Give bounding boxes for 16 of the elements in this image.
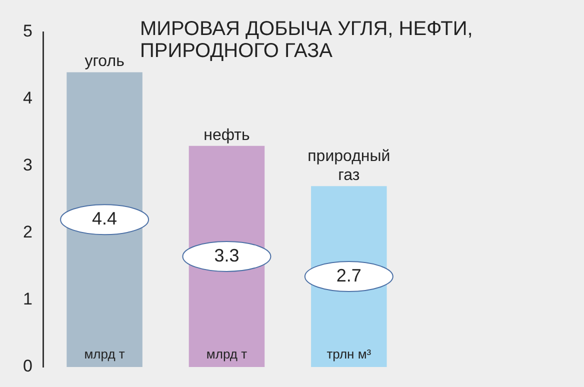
data-label: 4.4 xyxy=(92,208,118,229)
annotation: млрд т xyxy=(84,346,125,362)
y-tick-label: 2 xyxy=(22,222,32,242)
y-tick-label: 4 xyxy=(22,88,32,108)
chart-title: МИРОВАЯ ДОБЫЧА УГЛЯ, НЕФТИ, ПРИРОДНОГО ГАЗА xyxy=(140,18,474,62)
y-tick-label: 3 xyxy=(22,156,32,175)
y-tick-label: 5 xyxy=(22,22,32,41)
data-label: 2.7 xyxy=(336,266,362,286)
annotation: млрд т xyxy=(206,346,248,362)
x-tick-label: природный газ xyxy=(308,148,390,184)
x-tick-label: нефть xyxy=(204,126,250,144)
annotation: трлн м³ xyxy=(326,346,372,362)
y-tick-label: 1 xyxy=(22,290,32,309)
x-tick-label: уголь xyxy=(84,53,124,70)
data-label: 3.3 xyxy=(214,245,240,266)
y-tick-label: 0 xyxy=(22,356,32,376)
